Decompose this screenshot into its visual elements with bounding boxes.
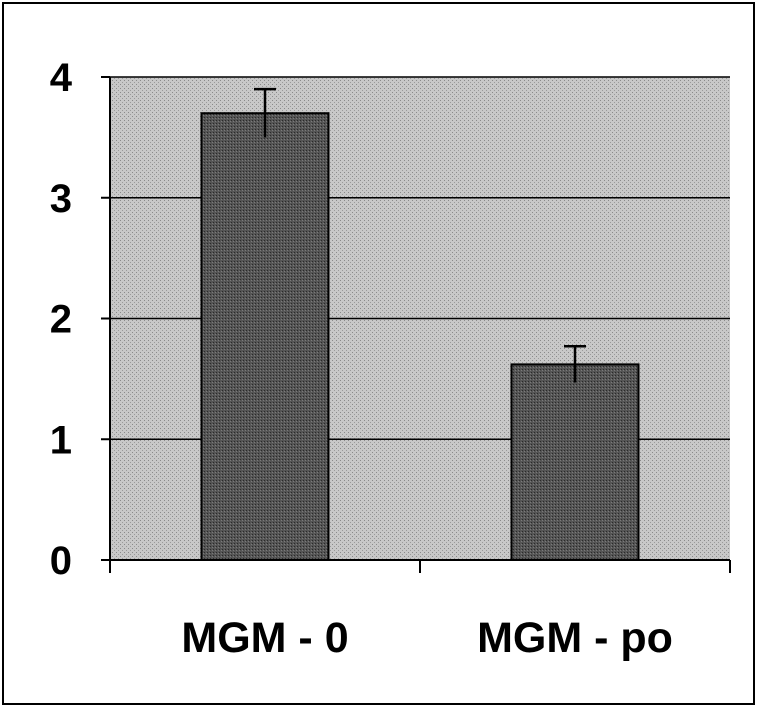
y-tick-label: 2 — [50, 298, 72, 342]
y-tick-label: 3 — [50, 177, 72, 221]
x-tick-label: MGM - 0 — [181, 614, 348, 662]
bar — [510, 363, 640, 562]
x-tick-label: MGM - po — [477, 614, 673, 662]
x-tick-labels: MGM - 0 MGM - po — [181, 614, 673, 662]
axes — [101, 76, 731, 573]
y-tick-label: 4 — [50, 56, 73, 100]
bars — [200, 87, 640, 562]
bar — [200, 112, 330, 561]
y-tick-label: 1 — [50, 418, 72, 462]
y-tick-label: 0 — [50, 539, 72, 583]
y-tick-labels: 0 1 2 3 4 — [50, 56, 73, 583]
